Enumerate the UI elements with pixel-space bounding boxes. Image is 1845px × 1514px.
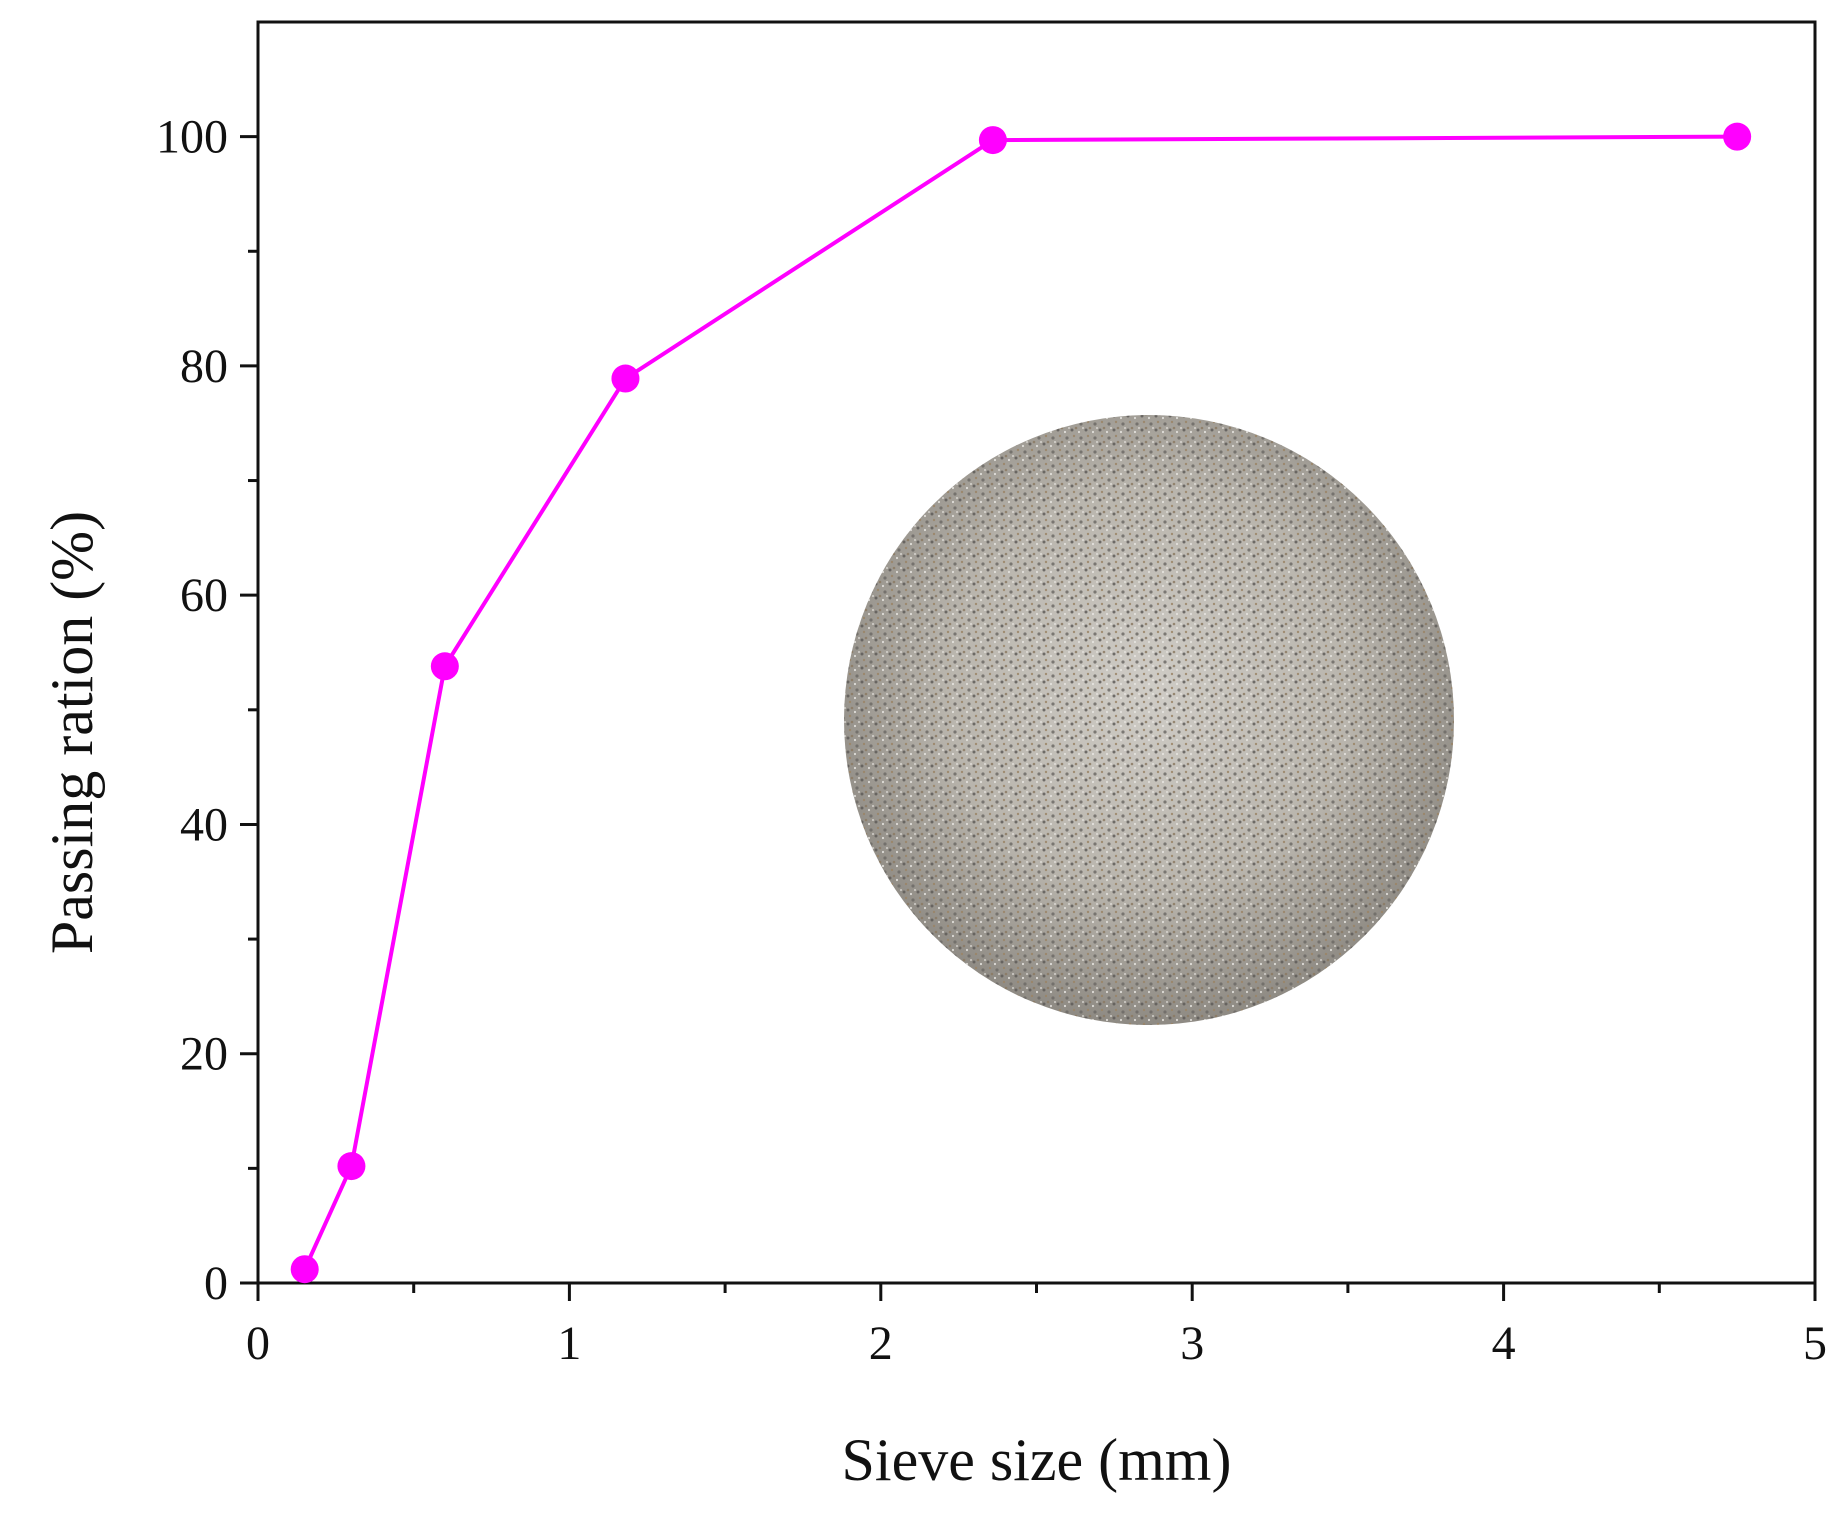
x-tick-label: 0 xyxy=(246,1317,270,1370)
y-tick-label: 100 xyxy=(156,111,228,164)
data-point xyxy=(611,364,640,393)
y-tick-label: 80 xyxy=(180,340,228,393)
x-axis-title: Sieve size (mm) xyxy=(842,1427,1232,1493)
data-point xyxy=(290,1255,319,1284)
series-layer xyxy=(290,122,1752,1284)
y-axis-ticks: 0 20 40 60 80 100 xyxy=(156,111,258,1310)
y-tick-label: 60 xyxy=(180,569,228,622)
data-point xyxy=(337,1152,366,1181)
y-tick-label: 20 xyxy=(180,1028,228,1081)
x-tick-label: 2 xyxy=(869,1317,893,1370)
y-tick-label: 40 xyxy=(180,798,228,851)
data-point xyxy=(1723,122,1752,151)
series-line xyxy=(302,134,1738,1271)
x-axis-ticks: 0 1 2 3 4 5 xyxy=(246,1283,1827,1370)
x-tick-label: 4 xyxy=(1492,1317,1516,1370)
y-tick-label: 0 xyxy=(204,1257,228,1310)
y-axis-title: Passing ration (%) xyxy=(39,511,105,954)
sand-sample-photo xyxy=(844,415,1454,1025)
x-tick-label: 3 xyxy=(1180,1317,1204,1370)
x-tick-label: 5 xyxy=(1803,1317,1827,1370)
data-point xyxy=(978,126,1007,155)
x-tick-label: 1 xyxy=(557,1317,581,1370)
data-point xyxy=(430,652,459,681)
